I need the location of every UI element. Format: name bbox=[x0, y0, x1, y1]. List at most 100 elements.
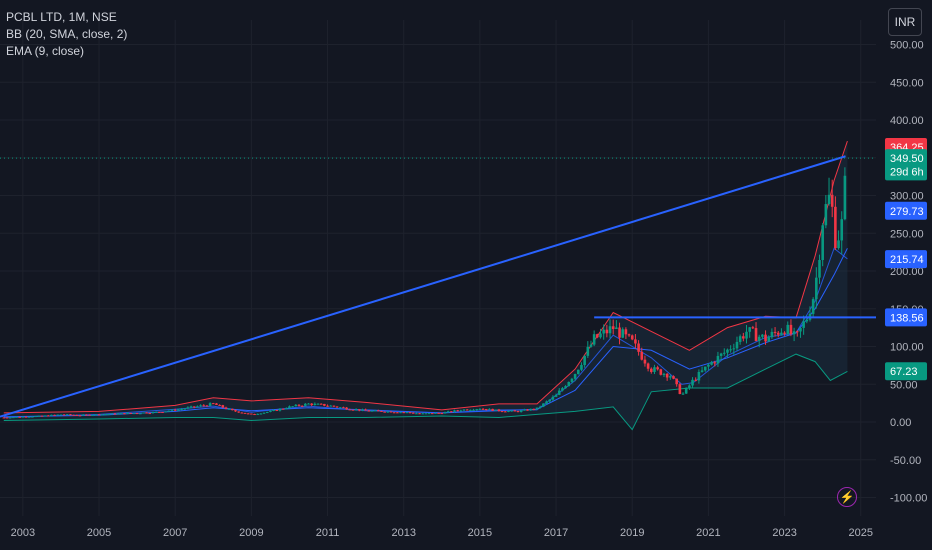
candle-body bbox=[151, 411, 155, 414]
candle-body bbox=[278, 408, 282, 411]
candle-body bbox=[21, 416, 25, 418]
candle-body bbox=[488, 408, 491, 410]
candle-body bbox=[754, 328, 758, 342]
candle-body bbox=[142, 412, 145, 414]
candle-body bbox=[370, 410, 374, 412]
candle-body bbox=[246, 413, 250, 415]
candle-body bbox=[167, 410, 171, 412]
candle-body bbox=[218, 404, 221, 406]
candle-body bbox=[500, 411, 504, 413]
price-axis[interactable]: 500.00450.00400.00350.00300.00250.00200.… bbox=[890, 40, 927, 505]
candle-body bbox=[605, 329, 609, 334]
candle-body bbox=[637, 343, 640, 352]
candle-body bbox=[313, 403, 317, 406]
candle-body bbox=[722, 352, 726, 354]
candle-body bbox=[53, 414, 56, 416]
candle-body bbox=[354, 409, 358, 411]
candle-body bbox=[373, 410, 377, 412]
candle-body bbox=[427, 413, 431, 415]
candle-body bbox=[697, 371, 701, 381]
candle-body bbox=[738, 336, 742, 342]
y-tick-label: 400.00 bbox=[890, 115, 924, 127]
candle-body bbox=[665, 373, 669, 378]
candle-body bbox=[640, 351, 644, 360]
candle-body bbox=[65, 414, 69, 416]
candle-body bbox=[672, 376, 675, 379]
candle-body bbox=[602, 329, 605, 334]
candle-body bbox=[446, 411, 450, 413]
candle-body bbox=[789, 324, 793, 335]
candle-body bbox=[688, 385, 691, 388]
candle-body bbox=[326, 405, 329, 407]
candle-body bbox=[529, 408, 532, 411]
bb-indicator-label[interactable]: BB (20, SMA, close, 2) bbox=[6, 27, 128, 41]
candle-body bbox=[265, 411, 269, 413]
candle-body bbox=[805, 319, 809, 322]
candle-body bbox=[421, 413, 425, 415]
candle-body bbox=[513, 410, 517, 412]
candle-body bbox=[192, 406, 196, 408]
candle-body bbox=[462, 409, 466, 411]
candle-body bbox=[827, 194, 831, 205]
candle-body bbox=[780, 332, 783, 335]
y-tick-label: 100.00 bbox=[890, 342, 924, 354]
time-axis[interactable]: 2003 2005 2007 2009 2011 2013 2015 2017 2019 2021… bbox=[11, 527, 873, 539]
x-tick-label: 2003 bbox=[11, 527, 35, 539]
candle-body bbox=[761, 334, 764, 337]
candle-body bbox=[291, 406, 294, 408]
candle-body bbox=[173, 409, 177, 411]
candle-body bbox=[253, 414, 256, 416]
x-tick-label: 2009 bbox=[239, 527, 263, 539]
candle-body bbox=[405, 412, 409, 414]
x-tick-label: 2005 bbox=[87, 527, 111, 539]
candle-body bbox=[656, 367, 659, 370]
candle-body bbox=[227, 408, 231, 410]
candle-body bbox=[561, 388, 564, 391]
y-tick-label: 300.00 bbox=[890, 191, 924, 203]
candle-body bbox=[272, 409, 275, 411]
candle-body bbox=[205, 405, 209, 407]
candle-body bbox=[783, 332, 786, 334]
lightning-icon[interactable]: ⚡ bbox=[837, 487, 857, 507]
candle-body bbox=[678, 384, 682, 394]
ema-indicator-label[interactable]: EMA (9, close) bbox=[6, 44, 85, 58]
candle-body bbox=[256, 413, 260, 415]
candle-body bbox=[380, 410, 383, 412]
trendlines[interactable] bbox=[0, 155, 876, 418]
candle-body bbox=[615, 327, 618, 329]
candle-body bbox=[710, 362, 713, 365]
candle-body bbox=[580, 365, 583, 370]
candle-body bbox=[180, 408, 183, 410]
candle-body bbox=[767, 337, 771, 342]
candle-body bbox=[745, 331, 748, 339]
candle-body bbox=[183, 408, 187, 410]
candle-body bbox=[202, 405, 206, 407]
candle-body bbox=[196, 406, 199, 408]
price-tag-label: 279.73 bbox=[890, 206, 924, 218]
candle-body bbox=[646, 363, 650, 369]
candle-body bbox=[129, 412, 133, 414]
candle-body bbox=[281, 408, 285, 410]
candle-body bbox=[792, 331, 796, 335]
candle-body bbox=[519, 410, 523, 412]
candle-body bbox=[542, 403, 545, 407]
candle-body bbox=[269, 410, 272, 412]
symbol-title[interactable]: PCBL LTD, 1M, NSE bbox=[6, 10, 117, 24]
candle-body bbox=[538, 406, 542, 408]
y-tick-label: 0.00 bbox=[890, 417, 911, 429]
candle-body bbox=[231, 408, 234, 411]
candle-body bbox=[843, 175, 847, 220]
price-tag-label: 138.56 bbox=[890, 312, 924, 324]
candle-body bbox=[243, 412, 247, 414]
candle-body bbox=[113, 413, 117, 415]
candle-body bbox=[440, 413, 444, 415]
candle-body bbox=[830, 194, 834, 207]
currency-button[interactable]: INR bbox=[888, 8, 922, 36]
candles bbox=[2, 167, 847, 419]
candle-body bbox=[170, 409, 174, 411]
x-tick-label: 2007 bbox=[163, 527, 187, 539]
candle-body bbox=[596, 334, 599, 338]
candle-body bbox=[643, 359, 647, 364]
candle-body bbox=[132, 413, 136, 415]
